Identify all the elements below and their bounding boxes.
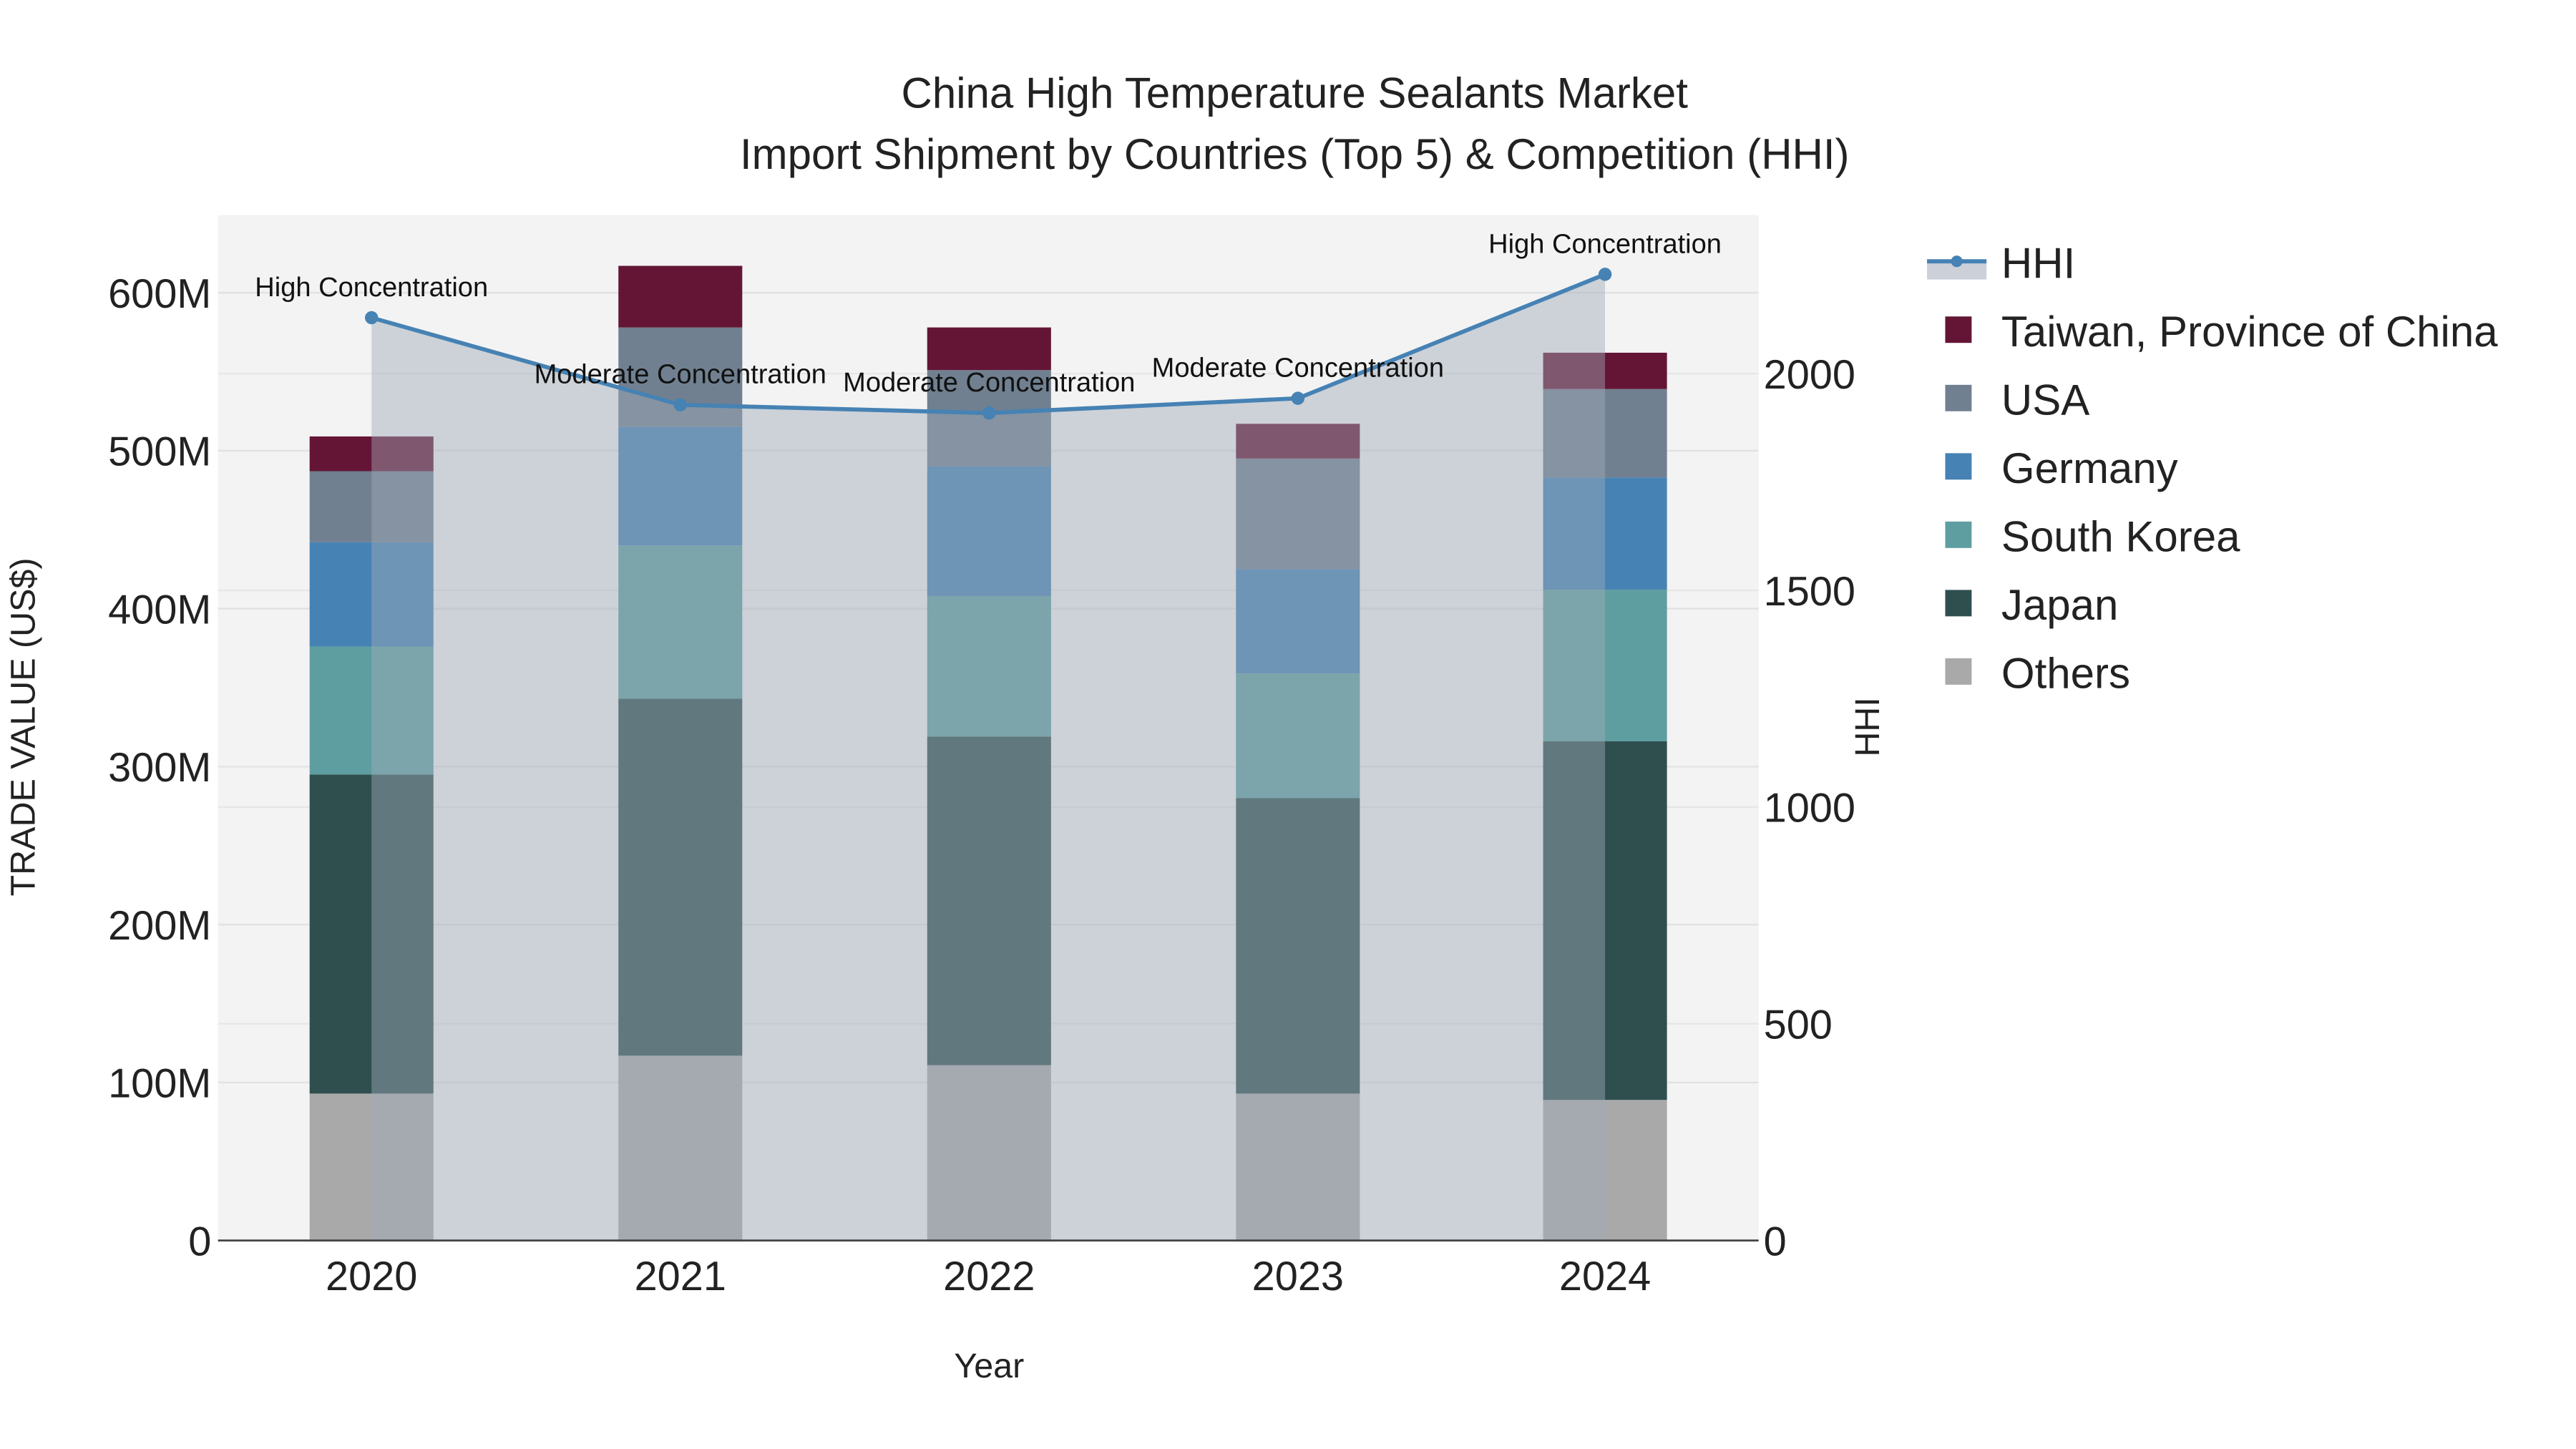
legend-label[interactable]: South Korea <box>2001 512 2240 560</box>
hhi-annotation: Moderate Concentration <box>535 360 826 390</box>
bar-others-2022 <box>927 1065 1051 1241</box>
hhi-area <box>371 274 1606 1241</box>
legend-label[interactable]: Others <box>2001 650 2130 698</box>
bar-taiwan-province-of-china-2021 <box>618 265 743 328</box>
y2-tick-label: 2000 <box>1764 352 1855 398</box>
y-tick-label: 0 <box>188 1219 211 1264</box>
legend-label[interactable]: USA <box>2001 376 2089 424</box>
y-tick-label: 200M <box>108 903 211 949</box>
bar-japan-2020 <box>309 774 434 1094</box>
y2-tick-label: 0 <box>1764 1219 1787 1264</box>
y-tick-label: 100M <box>108 1061 211 1107</box>
bar-japan-2021 <box>618 698 743 1056</box>
hhi-point <box>982 406 996 420</box>
hhi-point <box>365 311 379 325</box>
y2-tick-label: 1000 <box>1764 786 1855 831</box>
legend-swatch <box>1945 453 1972 480</box>
bar-usa-2020 <box>309 471 434 542</box>
legend-swatch <box>1945 590 1972 617</box>
bar-germany-2021 <box>618 426 743 546</box>
legend-label[interactable]: HHI <box>2001 239 2075 287</box>
bar-taiwan-province-of-china-2024 <box>1543 352 1667 389</box>
bar-japan-2023 <box>1236 798 1360 1094</box>
bar-south-korea-2021 <box>618 545 743 699</box>
x-axis-title: Year <box>954 1347 1024 1385</box>
bar-germany-2022 <box>927 466 1051 596</box>
hhi-annotation: High Concentration <box>1488 229 1722 259</box>
y-tick-label: 400M <box>108 587 211 633</box>
x-tick-label: 2020 <box>326 1254 417 1299</box>
bar-taiwan-province-of-china-2020 <box>309 436 434 472</box>
hhi-annotation: High Concentration <box>255 273 488 303</box>
bar-germany-2023 <box>1236 569 1360 674</box>
y-tick-label: 500M <box>108 429 211 475</box>
bar-south-korea-2024 <box>1543 590 1667 742</box>
legend-swatch <box>1945 384 1972 411</box>
y-tick-label: 300M <box>108 745 211 791</box>
bars <box>309 265 1667 1241</box>
y-axis-title: TRADE VALUE (US$) <box>4 557 42 896</box>
bar-others-2021 <box>618 1055 743 1241</box>
y2-tick-label: 1500 <box>1764 569 1855 615</box>
bar-south-korea-2023 <box>1236 673 1360 799</box>
y2-tick-label: 500 <box>1764 1002 1833 1048</box>
bar-south-korea-2020 <box>309 646 434 775</box>
bar-taiwan-province-of-china-2022 <box>927 327 1051 371</box>
bar-germany-2024 <box>1543 477 1667 590</box>
bar-usa-2023 <box>1236 458 1360 570</box>
legend-hhi-marker <box>1951 255 1963 268</box>
x-tick-label: 2022 <box>943 1254 1035 1299</box>
chart-title-line2: Import Shipment by Countries (Top 5) & C… <box>740 130 1850 178</box>
x-tick-label: 2024 <box>1559 1254 1651 1299</box>
bar-others-2020 <box>309 1093 434 1241</box>
legend: HHI Taiwan, Province of China USA Germany So… <box>1927 239 2498 698</box>
bar-germany-2020 <box>309 542 434 647</box>
hhi-point <box>1598 268 1612 281</box>
hhi-annotation: Moderate Concentration <box>843 368 1135 398</box>
y2-axis-title: HHI <box>1848 697 1887 756</box>
legend-swatch <box>1945 658 1972 685</box>
bar-japan-2022 <box>927 736 1051 1065</box>
legend-label[interactable]: Germany <box>2001 444 2178 492</box>
hhi-point <box>673 398 687 411</box>
hhi-annotation: Moderate Concentration <box>1152 353 1444 384</box>
bar-others-2023 <box>1236 1093 1360 1241</box>
chart-title-line1: China High Temperature Sealants Market <box>902 69 1689 117</box>
bar-usa-2024 <box>1543 389 1667 478</box>
legend-swatch <box>1945 521 1972 548</box>
hhi-series: High Concentration Moderate Concentration… <box>255 229 1722 1241</box>
y-tick-label: 600M <box>108 271 211 317</box>
axes: 0 100M 200M 300M 400M 500M 600M 0 500 1000 1500 200… <box>108 271 1855 1299</box>
bar-japan-2024 <box>1543 741 1667 1101</box>
bar-others-2024 <box>1543 1100 1667 1241</box>
bar-south-korea-2022 <box>927 595 1051 737</box>
x-tick-label: 2021 <box>635 1254 726 1299</box>
x-tick-label: 2023 <box>1252 1254 1344 1299</box>
hhi-point <box>1291 391 1305 405</box>
legend-label[interactable]: Japan <box>2001 581 2118 629</box>
legend-swatch <box>1945 316 1972 343</box>
bar-taiwan-province-of-china-2023 <box>1236 424 1360 459</box>
legend-label[interactable]: Taiwan, Province of China <box>2001 308 2498 356</box>
